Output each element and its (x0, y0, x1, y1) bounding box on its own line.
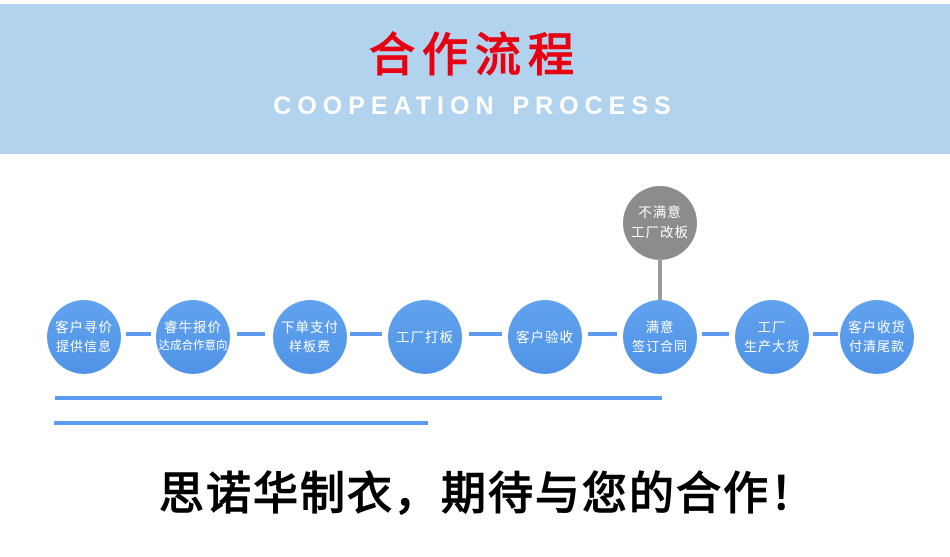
flow-reject-line2: 工厂改板 (631, 225, 689, 240)
step-connector-line-6 (702, 332, 729, 336)
reject-connector-line (658, 258, 662, 302)
flow-step-3-line2: 样板费 (288, 339, 331, 354)
step-connector-line-2 (237, 332, 265, 336)
flow-step-3-line1: 下单支付 (281, 320, 339, 335)
flow-step-6-line1: 满意 (645, 320, 675, 335)
flow-step-5-line1: 客户验收 (516, 329, 574, 345)
flow-reject-line1: 不满意 (638, 205, 682, 220)
flow-step-5: 客户验收 (508, 300, 582, 374)
step-connector-line-1 (126, 332, 151, 336)
flow-step-7: 工厂 生产大货 (735, 300, 809, 374)
flow-step-1-line1: 客户寻价 (55, 320, 113, 335)
footer-slogan: 思诺华制衣，期待与您的合作！ (158, 469, 817, 519)
header-banner: 合作流程 COOPEATION PROCESS (0, 4, 950, 154)
flow-step-1: 客户寻价 提供信息 (47, 300, 121, 374)
flow-step-2-line2: 达成合作意向 (158, 340, 228, 352)
flow-step-7-line2: 生产大货 (743, 339, 800, 354)
flow-step-1-line2: 提供信息 (55, 339, 112, 354)
page-subtitle: COOPEATION PROCESS (273, 92, 677, 120)
flow-step-8-line2: 付清尾款 (848, 339, 905, 354)
step-connector-line-7 (813, 332, 838, 336)
flow-step-4-line1: 工厂打板 (396, 329, 454, 345)
flow-step-6-line2: 签订合同 (631, 339, 688, 354)
flow-step-6: 满意 签订合同 (623, 300, 697, 374)
flow-step-4: 工厂打板 (388, 300, 462, 374)
flow-step-8: 客户收货 付清尾款 (840, 300, 914, 374)
decor-underline-1 (55, 396, 662, 400)
decor-underline-2 (54, 421, 428, 425)
flow-step-8-line1: 客户收货 (848, 320, 906, 335)
page-title: 合作流程 (369, 29, 581, 81)
flow-step-7-line1: 工厂 (757, 320, 787, 335)
step-connector-line-5 (588, 332, 617, 336)
step-connector-line-4 (469, 332, 502, 336)
flow-step-3: 下单支付 样板费 (273, 300, 347, 374)
flow-step-2: 睿牛报价 达成合作意向 (156, 300, 230, 374)
flow-reject-circle: 不满意 工厂改板 (623, 186, 697, 260)
flow-step-2-line1: 睿牛报价 (164, 320, 222, 335)
step-connector-line-3 (350, 332, 382, 336)
